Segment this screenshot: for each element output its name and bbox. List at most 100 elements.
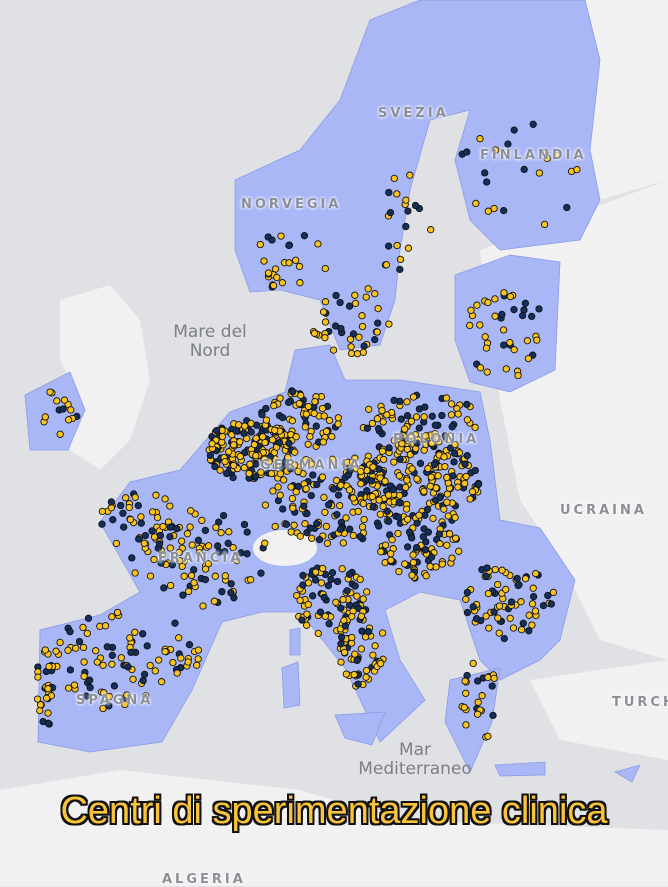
site-marker-yellow[interactable]	[186, 523, 194, 531]
site-marker-yellow[interactable]	[467, 306, 475, 314]
site-marker-navy[interactable]	[309, 471, 317, 479]
site-marker-yellow[interactable]	[126, 515, 135, 524]
site-marker-yellow[interactable]	[431, 429, 439, 438]
site-marker-navy[interactable]	[300, 232, 309, 240]
site-marker-yellow[interactable]	[173, 669, 181, 677]
site-marker-navy[interactable]	[166, 533, 174, 541]
site-marker-navy[interactable]	[306, 524, 314, 532]
site-marker-yellow[interactable]	[525, 611, 533, 619]
site-marker-yellow[interactable]	[240, 464, 248, 472]
site-marker-yellow[interactable]	[137, 513, 145, 521]
site-marker-yellow[interactable]	[413, 475, 421, 483]
site-marker-yellow[interactable]	[443, 473, 451, 482]
site-marker-yellow[interactable]	[373, 415, 382, 423]
site-marker-navy[interactable]	[227, 589, 235, 597]
site-marker-yellow[interactable]	[358, 312, 366, 320]
site-marker-navy[interactable]	[351, 582, 359, 590]
site-marker-yellow[interactable]	[166, 544, 174, 552]
site-marker-yellow[interactable]	[362, 293, 370, 301]
site-marker-yellow[interactable]	[482, 344, 491, 352]
site-marker-yellow[interactable]	[346, 335, 355, 343]
site-marker-yellow[interactable]	[364, 285, 372, 293]
site-marker-navy[interactable]	[285, 241, 293, 250]
site-marker-yellow[interactable]	[289, 504, 297, 512]
site-marker-yellow[interactable]	[188, 541, 196, 549]
site-marker-yellow[interactable]	[158, 551, 166, 559]
site-marker-yellow[interactable]	[422, 432, 430, 440]
site-marker-yellow[interactable]	[329, 346, 338, 354]
site-marker-navy[interactable]	[316, 608, 325, 616]
site-marker-navy[interactable]	[171, 619, 179, 627]
site-marker-navy[interactable]	[341, 622, 349, 630]
site-marker-yellow[interactable]	[357, 612, 366, 620]
site-marker-navy[interactable]	[515, 581, 523, 589]
site-marker-yellow[interactable]	[342, 514, 350, 522]
site-marker-yellow[interactable]	[129, 675, 137, 683]
site-marker-yellow[interactable]	[150, 555, 158, 564]
site-marker-navy[interactable]	[325, 620, 333, 628]
site-marker-yellow[interactable]	[312, 568, 320, 576]
site-marker-yellow[interactable]	[401, 425, 409, 433]
site-marker-navy[interactable]	[223, 469, 231, 478]
site-marker-yellow[interactable]	[198, 516, 206, 525]
site-marker-yellow[interactable]	[462, 721, 470, 729]
site-marker-yellow[interactable]	[34, 673, 42, 681]
site-marker-navy[interactable]	[284, 398, 293, 407]
site-marker-yellow[interactable]	[388, 536, 396, 544]
site-marker-navy[interactable]	[212, 427, 221, 435]
site-marker-yellow[interactable]	[321, 334, 329, 342]
site-marker-yellow[interactable]	[310, 329, 319, 337]
site-marker-navy[interactable]	[520, 165, 528, 174]
site-marker-yellow[interactable]	[142, 692, 150, 700]
site-marker-yellow[interactable]	[390, 174, 398, 183]
site-marker-yellow[interactable]	[404, 244, 413, 252]
site-marker-yellow[interactable]	[70, 681, 79, 689]
site-marker-yellow[interactable]	[378, 629, 387, 637]
site-marker-navy[interactable]	[471, 466, 479, 475]
site-marker-navy[interactable]	[139, 630, 147, 638]
site-marker-navy[interactable]	[500, 634, 508, 643]
site-marker-yellow[interactable]	[210, 597, 219, 605]
site-marker-navy[interactable]	[385, 188, 393, 197]
site-marker-navy[interactable]	[313, 520, 321, 528]
site-marker-navy[interactable]	[421, 403, 429, 411]
site-marker-yellow[interactable]	[246, 576, 255, 584]
site-marker-yellow[interactable]	[267, 469, 276, 478]
site-marker-navy[interactable]	[563, 203, 571, 212]
site-marker-navy[interactable]	[463, 400, 471, 409]
site-marker-yellow[interactable]	[221, 457, 229, 466]
site-marker-navy[interactable]	[258, 410, 266, 419]
site-marker-yellow[interactable]	[440, 453, 448, 461]
site-marker-yellow[interactable]	[393, 241, 401, 250]
site-marker-yellow[interactable]	[105, 692, 113, 701]
site-marker-yellow[interactable]	[402, 196, 410, 204]
site-marker-yellow[interactable]	[434, 472, 442, 480]
site-marker-navy[interactable]	[396, 265, 404, 274]
site-marker-yellow[interactable]	[529, 584, 537, 592]
site-marker-yellow[interactable]	[369, 651, 377, 659]
site-marker-yellow[interactable]	[428, 439, 436, 447]
site-marker-navy[interactable]	[139, 676, 147, 685]
site-marker-navy[interactable]	[408, 534, 416, 542]
site-marker-navy[interactable]	[327, 575, 335, 584]
site-marker-yellow[interactable]	[334, 414, 342, 422]
site-marker-navy[interactable]	[423, 505, 432, 514]
site-marker-navy[interactable]	[219, 511, 228, 520]
site-marker-yellow[interactable]	[323, 539, 332, 547]
site-marker-yellow[interactable]	[121, 700, 129, 709]
site-marker-yellow[interactable]	[41, 413, 49, 421]
site-marker-navy[interactable]	[483, 178, 491, 186]
site-marker-yellow[interactable]	[285, 259, 293, 267]
site-marker-navy[interactable]	[402, 222, 410, 231]
site-marker-navy[interactable]	[431, 421, 439, 429]
site-marker-yellow[interactable]	[403, 515, 412, 523]
site-marker-yellow[interactable]	[474, 698, 482, 706]
site-marker-navy[interactable]	[385, 517, 393, 525]
site-marker-yellow[interactable]	[250, 440, 259, 449]
site-marker-yellow[interactable]	[318, 473, 327, 481]
site-marker-yellow[interactable]	[476, 321, 484, 329]
site-marker-yellow[interactable]	[117, 654, 125, 662]
site-marker-yellow[interactable]	[262, 416, 271, 424]
site-marker-yellow[interactable]	[385, 320, 393, 328]
site-marker-yellow[interactable]	[274, 483, 282, 491]
